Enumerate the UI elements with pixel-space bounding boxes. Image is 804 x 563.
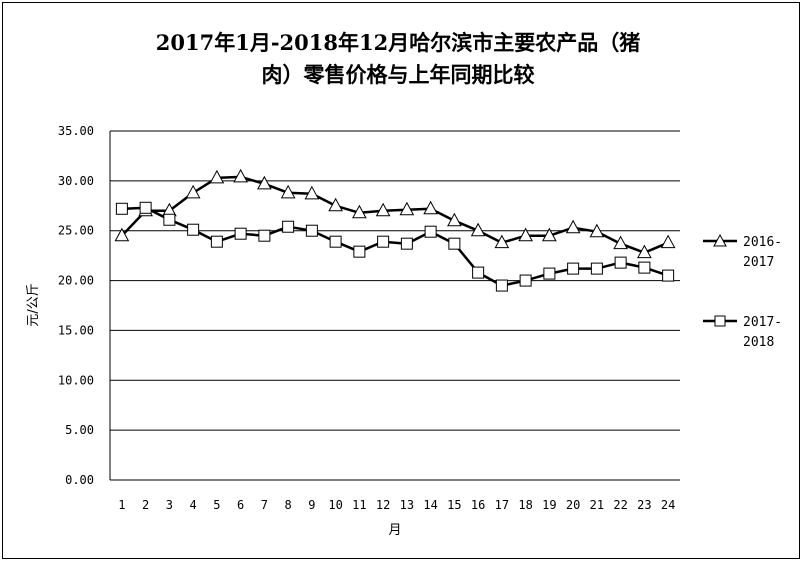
data-point-square [638,261,651,274]
data-point-square [282,220,295,233]
x-tick-label: 8 [285,498,292,512]
x-tick-label: 18 [518,498,532,512]
data-point-triangle [637,244,652,259]
y-tick-label: 0.00 [65,473,94,487]
data-point-triangle [304,185,320,200]
data-point-square [543,267,556,280]
data-point-triangle [185,184,201,199]
x-tick-label: 10 [328,498,342,512]
y-tick-label: 20.00 [58,274,94,288]
grid-lines [110,130,680,431]
chart-title-line1: 2017年1月-2018年12月哈尔滨市主要农产品（猪 [156,30,640,55]
legend-label-series-2-line2: 2018 [743,335,774,350]
x-tick-label: 19 [542,498,556,512]
x-tick-labels: 1 2 3 4 5 6 7 8 9 10 11 12 13 14 15 16 17 18 19 20 21 22 23 24 [118,498,675,512]
x-tick-label: 7 [261,498,268,512]
data-point-triangle [660,234,676,249]
data-point-triangle [328,197,343,212]
data-point-triangle [257,175,272,190]
x-tick-label: 5 [213,498,220,512]
data-point-triangle [423,200,438,215]
y-tick-label: 30.00 [58,174,94,188]
data-point-square [305,224,318,237]
data-point-square [210,235,223,248]
y-tick-label: 15.00 [58,323,94,337]
x-tick-label: 2 [142,498,149,512]
data-point-square [329,235,342,248]
data-point-triangle [470,222,486,237]
data-point-square [353,245,366,258]
data-point-triangle [613,235,628,250]
x-tick-label: 15 [447,498,461,512]
data-point-triangle [114,227,130,242]
data-point-square [377,235,390,248]
legend-item-series-2: 2017- 2018 [703,315,782,350]
y-tick-label: 35.00 [58,124,94,138]
legend: 2016- 2017 2017- 2018 [703,233,782,350]
data-point-square [163,213,176,226]
x-tick-label: 11 [352,498,366,512]
y-tick-label: 10.00 [58,373,94,387]
x-tick-label: 6 [237,498,244,512]
y-tick-label: 5.00 [65,423,94,437]
data-point-square [519,274,532,287]
data-point-triangle [542,227,557,242]
x-tick-label: 21 [590,498,604,512]
x-tick-label: 17 [495,498,509,512]
data-point-square [139,201,152,214]
x-tick-label: 3 [166,498,173,512]
data-point-triangle [352,204,367,219]
data-point-square [258,229,271,242]
data-point-square [495,279,508,292]
y-axis-title: 元/公斤 [26,283,41,326]
legend-label-series-2-line1: 2017- [743,315,782,330]
x-tick-label: 23 [637,498,651,512]
y-tick-label: 25.00 [58,224,94,238]
x-tick-label: 13 [400,498,414,512]
data-point-square [424,225,437,238]
data-point-square [115,202,128,215]
x-axis-title: 月 [388,523,401,538]
y-tick-labels: 0.00 5.00 10.00 15.00 20.00 25.00 30.00 35.00 [58,124,94,487]
data-point-square [187,223,200,236]
x-tick-label: 22 [613,498,627,512]
plot-area [110,131,680,480]
chart-title-line2: 肉）零售价格与上年同期比较 [262,62,535,87]
data-point-square [567,262,580,275]
series-2 [115,201,675,292]
data-point-square [472,266,485,279]
data-point-triangle [399,201,415,216]
x-tick-label: 1 [118,498,125,512]
data-point-triangle [565,219,581,234]
x-tick-label: 20 [566,498,580,512]
legend-square-marker [714,315,726,327]
data-point-triangle [209,169,225,184]
data-point-triangle [280,184,296,199]
series-layer [114,168,676,292]
x-tick-label: 9 [308,498,315,512]
x-tick-label: 24 [661,498,675,512]
data-point-triangle [447,212,462,227]
legend-triangle-marker [713,233,727,247]
data-point-triangle [233,168,248,183]
legend-item-series-1: 2016- 2017 [703,233,782,270]
x-tick-label: 12 [376,498,390,512]
data-point-triangle [518,227,533,242]
legend-label-series-1-line1: 2016- [743,235,782,250]
data-point-square [448,237,461,250]
series-1 [114,168,676,259]
data-point-square [662,269,675,282]
x-tick-label: 4 [190,498,197,512]
data-point-triangle [375,202,391,217]
data-point-square [234,227,247,240]
data-point-square [614,256,627,269]
x-tick-label: 16 [471,498,485,512]
data-point-square [400,237,413,250]
data-point-triangle [494,234,510,249]
legend-label-series-1-line2: 2017 [743,255,774,270]
data-point-square [590,262,603,275]
x-tick-label: 14 [423,498,437,512]
data-point-triangle [589,223,605,238]
